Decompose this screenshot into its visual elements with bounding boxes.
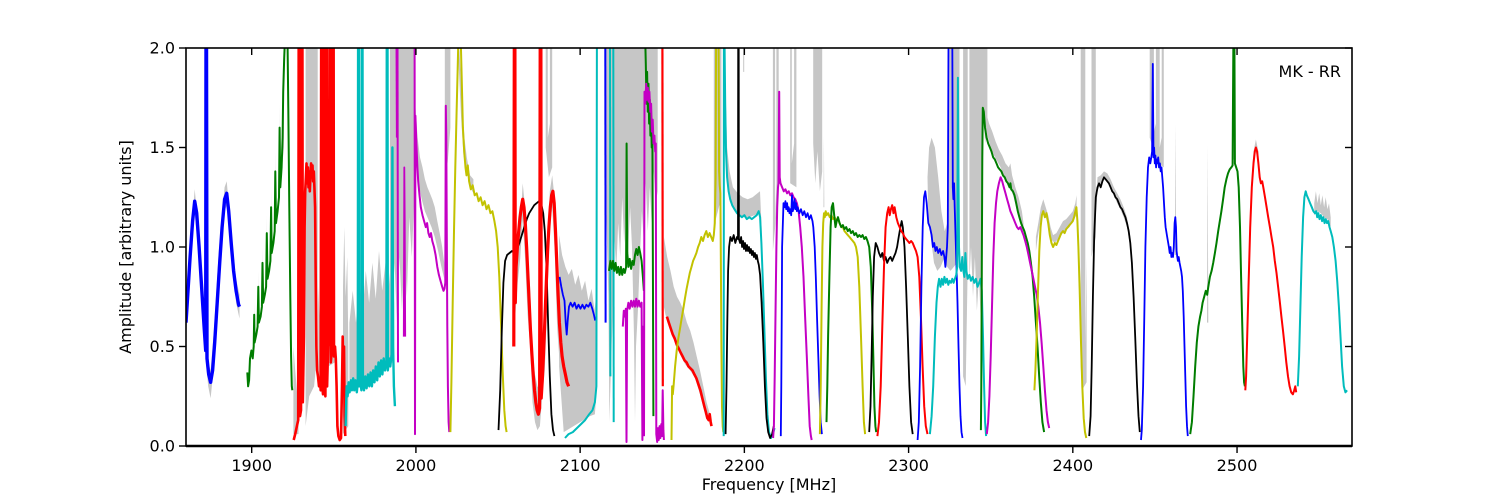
series-cyan-band2: [928, 76, 988, 437]
series-blue-band1: [779, 194, 823, 437]
series-cyan-band3: [1296, 190, 1348, 394]
x-tick-label: 2200: [724, 456, 765, 475]
series-cyan-band1: [722, 48, 776, 439]
gray-region: [1080, 48, 1087, 391]
gray-region: [963, 48, 968, 387]
corner-label: MK - RR: [1279, 62, 1341, 81]
gray-region: [1314, 191, 1331, 228]
x-axis-label: Frequency [MHz]: [702, 475, 836, 494]
series-blue-band3: [1140, 63, 1189, 441]
gray-region: [545, 48, 553, 178]
y-tick-label: 2.0: [150, 39, 175, 58]
series-blue-w: [186, 48, 242, 384]
x-tick-label: 2500: [1217, 456, 1258, 475]
y-axis-label: Amplitude [arbitrary units]: [116, 140, 135, 354]
series-magenta-spike-1993: [402, 166, 407, 337]
series-red-chaos: [292, 48, 347, 442]
series-cyan-noise: [344, 48, 397, 427]
series-yellow-band4: [1033, 206, 1088, 439]
series-green-noise: [608, 142, 645, 291]
gray-region: [813, 48, 823, 192]
series-green-band3: [1189, 48, 1246, 435]
gray-region: [415, 107, 445, 279]
gray-region: [559, 235, 598, 433]
series-blue-mid: [558, 276, 597, 336]
x-tick-label: 2100: [560, 456, 601, 475]
y-tick-label: 0.0: [150, 437, 175, 456]
gray-region: [1207, 143, 1209, 323]
y-tick-label: 0.5: [150, 337, 175, 356]
gray-region: [823, 135, 825, 208]
series-black-band2: [724, 48, 775, 439]
series-green-rise: [246, 48, 294, 391]
gray-region: [927, 48, 960, 271]
y-tick-label: 1.5: [150, 138, 175, 157]
axis-ticks-layer: 1900 2000 2100 2200 2300 2400 2500 0.0 0.5 1.0 1.5…: [150, 39, 1352, 475]
series-red-stairs: [665, 316, 713, 427]
series-green-band1: [825, 202, 878, 433]
x-tick-label: 1900: [231, 456, 272, 475]
series-magenta-band1: [772, 90, 813, 441]
series-magenta-desc: [413, 48, 451, 436]
gray-region: [983, 91, 1024, 236]
series-yellow-band1: [449, 48, 508, 433]
gray-region: [1035, 195, 1077, 251]
gray-region: [305, 48, 318, 427]
gray-region: [663, 237, 712, 423]
gray-region: [790, 48, 797, 188]
series-red-w: [512, 48, 571, 416]
y-tick-label: 1.0: [150, 238, 175, 257]
x-tick-label: 2400: [1052, 456, 1093, 475]
series-cyan-base: [564, 48, 598, 439]
x-tick-label: 2300: [888, 456, 929, 475]
series-magenta-band2: [985, 176, 1051, 435]
series-red-band3: [1244, 146, 1298, 396]
gray-region: [1094, 171, 1131, 247]
series-magenta-vert-b: [396, 48, 399, 363]
series-yellow-band2: [670, 48, 725, 441]
series-black-band4: [1088, 176, 1141, 437]
series-magenta-tall: [643, 82, 665, 443]
series-lines-layer: [186, 48, 1348, 443]
series-magenta-noise: [621, 297, 645, 443]
x-tick-label: 2000: [396, 456, 437, 475]
series-black-band3: [868, 220, 914, 435]
gray-region: [725, 87, 762, 247]
series-red-band2: [876, 204, 929, 437]
